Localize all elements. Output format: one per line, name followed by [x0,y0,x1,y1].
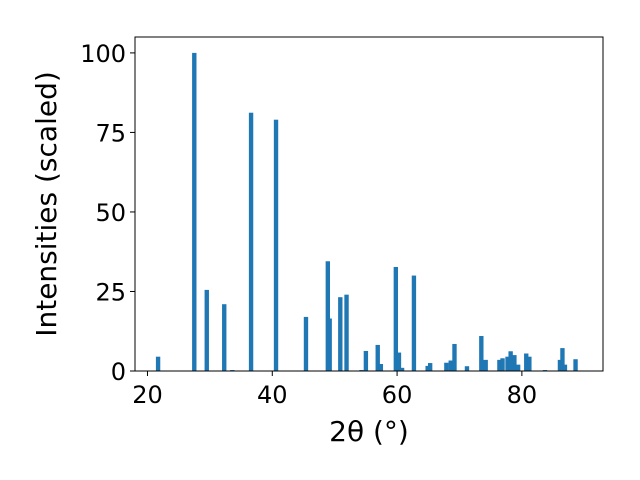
x-tick-label: 80 [507,381,538,409]
bar [378,364,384,371]
bar [573,359,578,371]
bar [505,356,510,371]
bar [444,362,449,371]
y-tick-label: 0 [111,358,126,386]
bar [560,348,565,371]
bar [327,318,332,371]
bar [527,356,532,371]
bar [524,353,529,371]
bar [363,350,369,371]
y-tick-label: 75 [95,119,126,147]
bar [222,304,227,371]
y-tick-label: 100 [80,40,126,68]
bar [204,289,209,371]
y-tick-label: 25 [95,278,126,306]
bar [399,367,405,371]
x-tick-label: 40 [257,381,288,409]
bar [427,363,433,371]
bar [557,359,563,371]
bar [303,316,309,371]
bar [464,366,470,371]
bar [479,336,484,371]
bar [155,356,161,371]
bar [344,294,349,371]
bar [448,360,453,371]
bar-series [155,52,578,372]
bar [497,359,502,371]
x-tick-label: 60 [382,381,413,409]
bar [411,275,417,371]
bar [393,266,399,371]
bar [425,365,430,371]
bar [325,261,330,371]
bar [248,112,254,372]
bar [192,52,197,372]
bar [512,355,517,371]
plot-frame [134,36,604,372]
y-axis-label: Intensities (scaled) [30,71,63,337]
bar [515,364,521,371]
bar [338,297,343,371]
bar [500,358,505,371]
x-tick-label: 20 [132,381,163,409]
bar [562,364,568,371]
bar [273,119,279,371]
bar [396,352,402,371]
x-axis-label: 2θ (°) [329,415,409,448]
bar [483,359,488,371]
bar [375,344,380,371]
axis-ticks: 20 40 60 80 0 25 50 75 100 [80,40,537,409]
bar [508,351,513,371]
bar [452,343,457,371]
y-tick-label: 50 [95,199,126,227]
